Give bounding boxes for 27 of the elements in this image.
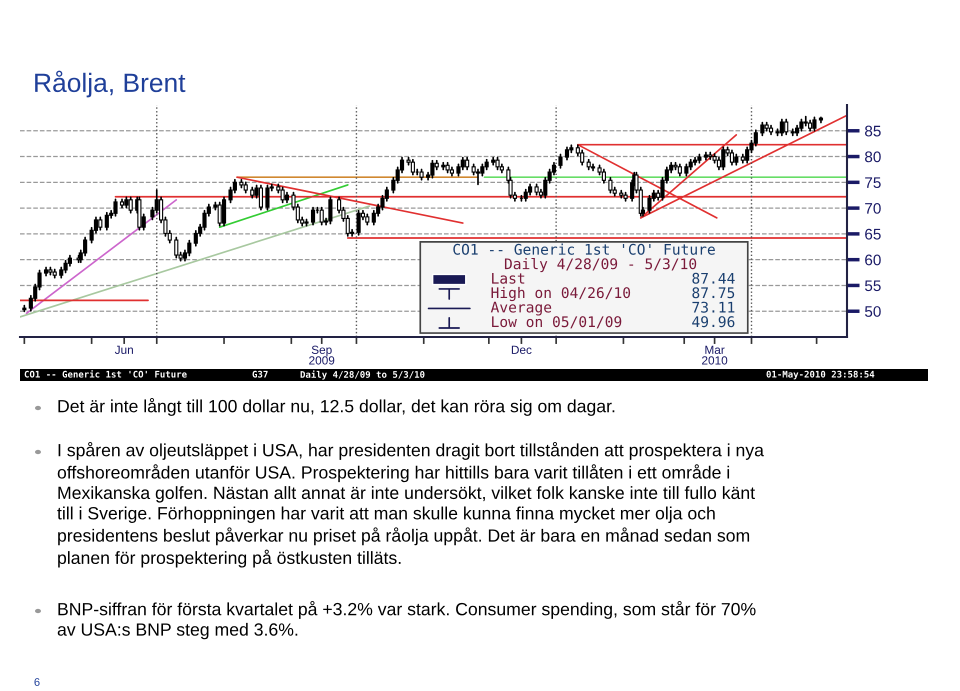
y-tick-label: 65 — [865, 228, 881, 240]
text: I spåren av oljeutsläppet i USA, har presidenten dragit bort tillstånden att prospektera i nya offshoreområden utanför USA. Prospektering har hittills bara varit tillåten i ett område i Mexikanska golfen. Nästan allt annat är inte undersökt, vilket folk kanske inte till fullo känt till i Sverige. Förhoppningen har varit att man skulle kunna finna mycket mer olja och presidentens beslut påverkar nu priset på råolja uppåt. Det är bara en månad sedan som planen för prospektering på östkusten tilläts. — [57, 442, 764, 568]
text: G37 — [252, 370, 268, 378]
annotation: CO1 -- Generic 1st 'CO' Future — [453, 244, 715, 255]
x-tick-label: Dec — [512, 346, 532, 354]
y-tick-label: 75 — [865, 177, 881, 188]
y-tick-label: 55 — [864, 280, 881, 292]
y-tick-label: 85 — [865, 126, 881, 136]
text: High on 04/26/10 87.75 — [492, 286, 734, 302]
text: 01-May-2010 23:58:54 — [766, 370, 874, 380]
y-tick-label: 70 — [865, 202, 881, 214]
y-tick-label: 80 — [865, 151, 881, 162]
x-tick-label: Mar 2010 — [702, 346, 728, 365]
chart-title: Råolja, Brent — [35, 70, 186, 98]
y-tick-label: 60 — [865, 254, 881, 266]
text: 6 — [34, 678, 40, 686]
text: Low on 05/01/09 49.96 — [492, 316, 734, 328]
annotation: Daily 4/28/09 - 5/3/10 — [504, 258, 696, 272]
text: Det är inte långt till 100 dollar nu, 12.5 dollar, det kan röra sig om dagar. — [58, 398, 614, 416]
x-tick-label: Sep 2009 — [309, 346, 334, 365]
text: Last 87.44 — [492, 272, 735, 284]
text: Average 73.11 — [490, 302, 734, 316]
y-tick-label: 50 — [864, 306, 881, 317]
text: Daily 4/28/09 to 5/3/10 — [300, 370, 424, 380]
x-tick-label: Jun — [114, 346, 133, 354]
text: BNP-siffran för första kvartalet på +3.2% var stark. Consumer spending, som står för 70% av USA:s BNP steg med 3.6%. — [58, 601, 756, 640]
text: CO1 -- Generic 1st 'CO' Future — [24, 370, 187, 378]
